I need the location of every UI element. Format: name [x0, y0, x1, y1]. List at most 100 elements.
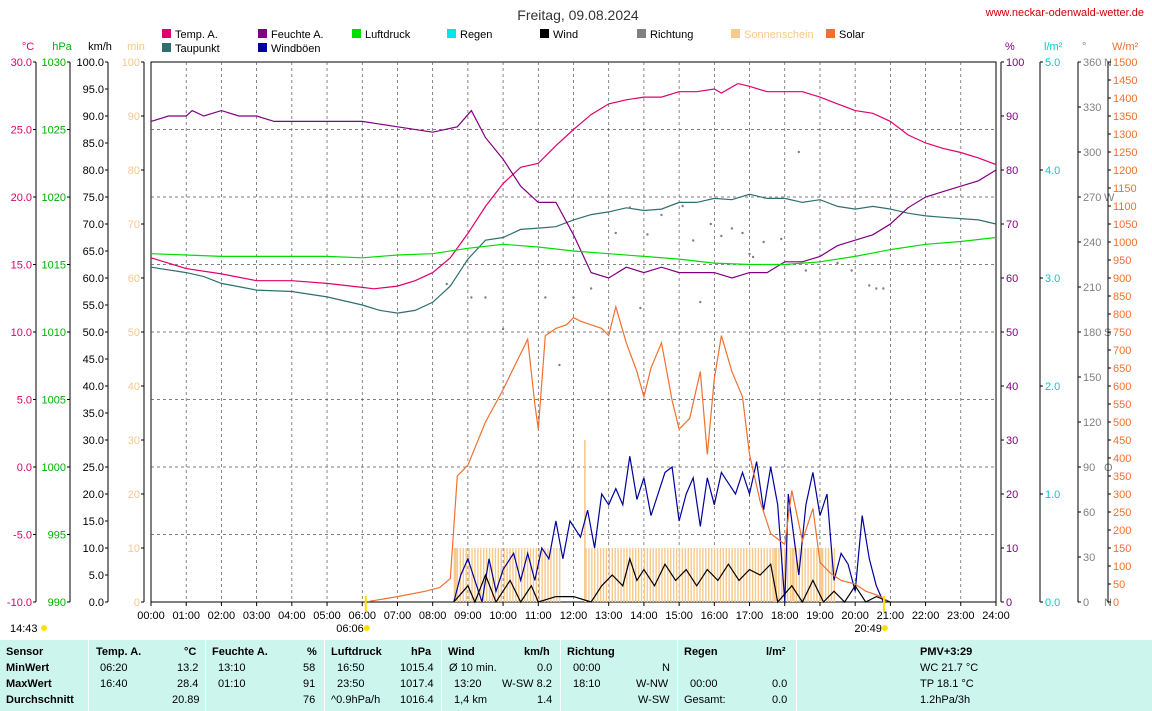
sunshine-bar: [816, 548, 818, 602]
sunshine-bar: [608, 548, 611, 602]
axis-tick-label: 0: [134, 597, 140, 609]
legend-swatch: [352, 29, 361, 38]
summary-table: Sensor Temp. A. °C Feuchte A. % Luftdruc…: [0, 640, 1152, 711]
sunshine-bar: [830, 548, 833, 602]
sunshine-bar: [626, 548, 628, 602]
site-link[interactable]: www.neckar-odenwald-wetter.de: [985, 7, 1144, 19]
weather-chart: Freitag, 09.08.2024 www.neckar-odenwald-…: [7, 7, 1144, 635]
direction-dot: [836, 261, 839, 265]
direction-dot: [646, 233, 649, 236]
axis-tick-label: 1250: [1113, 147, 1137, 159]
max-richtung-time: 18:10: [573, 678, 601, 690]
sunshine-bar: [655, 548, 657, 602]
axis-tick-label: 1020: [42, 192, 66, 204]
sunshine-bar: [778, 548, 780, 602]
axis-tick-label: 0: [1113, 597, 1119, 609]
axis-tick-label: 100: [1006, 57, 1024, 69]
sunshine-bar: [833, 548, 836, 602]
sunshine-bar: [719, 548, 722, 602]
sunshine-bar: [746, 548, 748, 602]
direction-dot: [660, 213, 663, 217]
axis-tick-label: 1300: [1113, 129, 1137, 141]
axis-tick-label: 1050: [1113, 219, 1137, 231]
max-wind-val: W-SW 8.2: [502, 678, 552, 690]
header-wind: Wind: [448, 646, 475, 658]
axis-tick-label: 90.0: [83, 111, 104, 123]
sunshine-bar: [789, 548, 792, 602]
axis-tick-label: 80.0: [83, 165, 104, 177]
direction-dot: [544, 296, 547, 299]
axis-tick-label: 0: [1083, 597, 1089, 609]
max-richtung-val: W-NW: [636, 678, 669, 690]
min-richtung-time: 00:00: [573, 662, 601, 674]
max-druck-val: 1017.4: [400, 678, 434, 690]
legend-label: Temp. A.: [175, 29, 218, 41]
axis-tick-label: 1400: [1113, 93, 1137, 105]
axis-tick-label: 120: [1083, 417, 1101, 429]
direction-dots: [445, 150, 885, 367]
axis-tick-label: 70: [128, 219, 140, 231]
current-time-label: 14:43: [10, 623, 38, 635]
min-temp-time: 06:20: [100, 662, 128, 674]
sunrise-dot: [363, 625, 370, 631]
axis-tick-label: 1010: [42, 327, 66, 339]
time-markers: 14:43 06:06 20:49: [10, 596, 888, 635]
x-tick-label: 18:00: [771, 610, 799, 622]
sunshine-bar: [649, 548, 651, 602]
series-line-luftdruck: [150, 236, 997, 266]
axis-tick-label: 60: [1006, 273, 1018, 285]
axis-tick-label: 700: [1113, 345, 1131, 357]
axis-tick-label: 750: [1113, 327, 1131, 339]
sunshine-bar: [617, 548, 619, 602]
axis-tick-label: 600: [1113, 381, 1131, 393]
sunshine-bar: [751, 548, 754, 602]
direction-dot: [572, 296, 575, 299]
axis-tick-label: 65.0: [83, 246, 104, 258]
axis-unit-right: W/m²: [1112, 41, 1139, 53]
sunshine-bar: [748, 548, 751, 602]
max-wind-time: 13:20: [454, 678, 482, 690]
sunshine-bar: [769, 548, 771, 602]
x-axis: 00:00 01:00 02:00 03:00 04:00 05:00 06:00 07:00…: [137, 602, 1010, 622]
series-line-feuchte-a-: [150, 109, 997, 279]
header-wind-unit: km/h: [524, 646, 550, 658]
axis-tick-label: 100: [122, 57, 140, 69]
axis-tick-label: 150: [1113, 543, 1131, 555]
axis-tick-label: 990: [48, 597, 66, 609]
axis-tick-label: 1025: [42, 125, 66, 137]
axis-tick-label: 10.0: [11, 327, 32, 339]
direction-dot: [692, 239, 695, 242]
legend-swatch: [258, 43, 267, 52]
sunshine-bar: [713, 548, 716, 602]
sunshine-bar: [556, 548, 558, 602]
sunshine-bar: [813, 548, 815, 602]
axis-tick-label: 25.0: [83, 462, 104, 474]
x-tick-label: 02:00: [208, 610, 236, 622]
x-tick-label: 12:00: [560, 610, 588, 622]
x-tick-label: 10:00: [489, 610, 517, 622]
sunshine-bar: [687, 548, 689, 602]
axis-tick-label: 1.0: [1045, 489, 1060, 501]
axis-unit-left: hPa: [52, 41, 72, 53]
min-wind-val: 0.0: [537, 662, 553, 674]
avg-druck-trend: ^0.9hPa/h: [331, 694, 381, 706]
axis-tick-label: 60: [1083, 507, 1095, 519]
sunshine-bar: [558, 548, 561, 602]
x-tick-label: 24:00: [982, 610, 1010, 622]
axis-tick-label: 80: [128, 165, 140, 177]
max-temp-time: 16:40: [100, 678, 128, 690]
direction-dot: [850, 269, 853, 272]
sunshine-bar: [453, 548, 456, 602]
sunshine-bar: [497, 548, 500, 602]
header-sensor: Sensor: [6, 646, 44, 658]
axis-tick-label: 70: [1006, 219, 1018, 231]
sunshine-bar: [696, 548, 698, 602]
sunshine-bar: [678, 548, 681, 602]
min-feuchte-val: 58: [303, 662, 316, 674]
axis-tick-label: 400: [1113, 453, 1131, 465]
compass-label: W: [1104, 192, 1115, 204]
legend-label: Regen: [460, 29, 492, 41]
sunshine-bar: [784, 548, 786, 602]
axis-tick-label: 850: [1113, 291, 1131, 303]
sunshine-bar: [547, 548, 549, 602]
